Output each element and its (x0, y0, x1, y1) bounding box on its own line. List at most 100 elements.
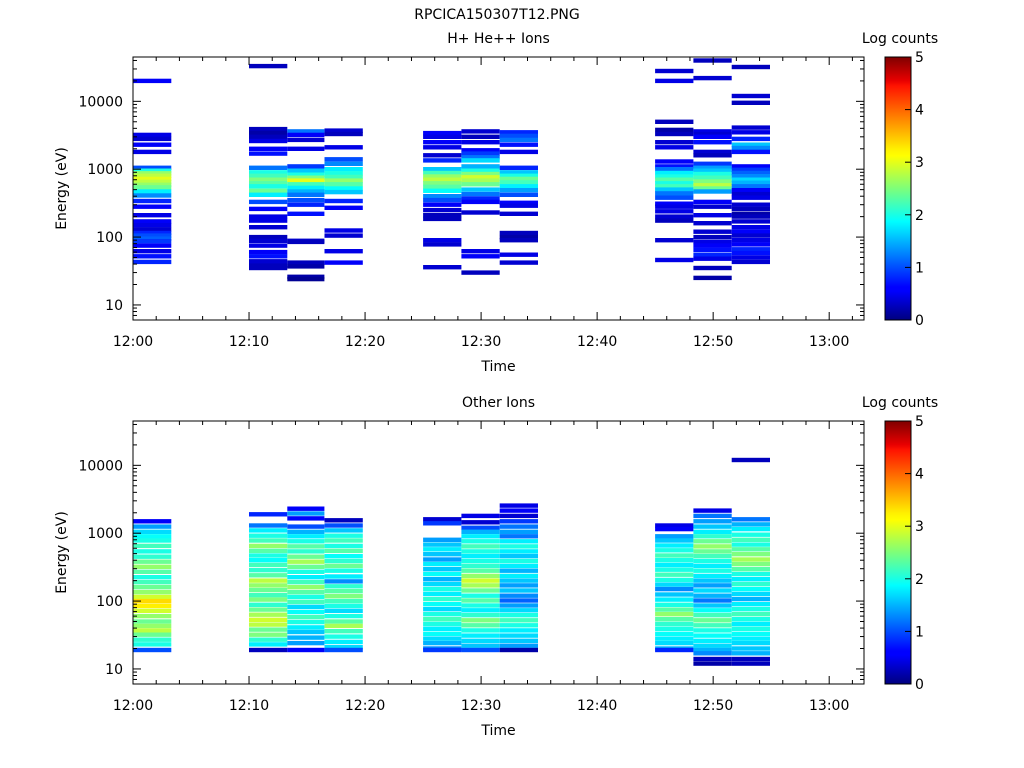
heatmap-cell (693, 651, 732, 656)
heatmap-cell (731, 247, 770, 252)
heatmap-cell (249, 558, 288, 563)
heatmap-cell (731, 259, 770, 265)
heatmap-cell (499, 211, 538, 216)
heatmap-cell (499, 234, 538, 240)
heatmap-cell (133, 182, 172, 187)
heatmap-cell (655, 636, 694, 641)
y-tick-label: 10000 (78, 458, 123, 474)
heatmap-cell (287, 604, 325, 610)
heatmap-cell (731, 211, 770, 216)
heatmap-cell (133, 189, 172, 194)
heatmap-cell (693, 161, 732, 166)
heatmap-cell (133, 233, 172, 238)
heatmap-cell (693, 58, 732, 63)
heatmap-cell (133, 165, 172, 170)
heatmap-cell (287, 534, 325, 539)
heatmap-cell (731, 142, 770, 147)
heatmap-cell (655, 159, 694, 164)
heatmap-cell (499, 176, 538, 182)
heatmap-cell (499, 508, 538, 513)
heatmap-cell (655, 548, 694, 553)
heatmap-cell (693, 199, 732, 205)
heatmap-cell (287, 168, 325, 173)
heatmap-cell (731, 537, 770, 542)
heatmap-cell (693, 628, 732, 633)
x-tick-label: 12:20 (345, 334, 385, 350)
heatmap-cell (423, 153, 462, 158)
heatmap-cell (731, 177, 770, 182)
heatmap-cell (287, 609, 325, 615)
heatmap-cell (731, 640, 770, 646)
heatmap-cell (133, 227, 172, 232)
heatmap-cell (461, 168, 500, 173)
heatmap-cell (423, 537, 462, 542)
heatmap-cell (133, 236, 172, 241)
heatmap-cell (655, 612, 694, 617)
x-tick-label: 13:00 (809, 698, 849, 714)
heatmap-cell (693, 508, 732, 513)
heatmap-cell (655, 177, 694, 182)
heatmap-cell (287, 625, 325, 630)
heatmap-cell (287, 554, 325, 559)
heatmap-cell (133, 185, 172, 190)
heatmap-cell (324, 603, 363, 609)
heatmap-cell (655, 78, 694, 84)
heatmap-cell (133, 142, 172, 147)
heatmap-cell (249, 199, 288, 205)
colorbar: Log counts 0 1 2 3 4 5 (862, 31, 938, 329)
heatmap-cell (423, 617, 462, 622)
heatmap-cell (461, 549, 500, 554)
heatmap-cell (461, 558, 500, 564)
heatmap-cell (423, 571, 462, 577)
heatmap-cell (133, 254, 172, 259)
heatmap-cell (324, 157, 363, 162)
heatmap-cell (133, 132, 172, 138)
heatmap-cell (693, 129, 732, 134)
heatmap-cell (731, 457, 770, 463)
heatmap-cell (287, 192, 325, 197)
heatmap-cell (693, 553, 732, 559)
heatmap-cell (693, 186, 732, 191)
heatmap-cell (133, 543, 172, 549)
heatmap-cell (287, 137, 325, 143)
heatmap-cell (324, 198, 363, 204)
heatmap-cell (324, 568, 363, 573)
heatmap-cell (133, 78, 172, 84)
heatmap-cell (655, 607, 694, 612)
heatmap-cell (655, 626, 694, 631)
heatmap-cell (731, 552, 770, 557)
heatmap-cell (324, 538, 363, 543)
heatmap-cell (461, 175, 500, 180)
heatmap-cell (655, 170, 694, 176)
heatmap-cell (249, 632, 288, 637)
heatmap-cell (133, 608, 172, 613)
heatmap-cell (731, 125, 770, 130)
heatmap-cell (499, 137, 538, 143)
y-tick-label: 10000 (78, 94, 123, 110)
heatmap-cell (287, 164, 325, 169)
heatmap-cell (731, 167, 770, 172)
heatmap-cells (133, 457, 770, 666)
heatmap-cell (287, 175, 325, 180)
heatmap-cell (499, 165, 538, 170)
heatmap-cell (731, 202, 770, 207)
heatmap-cell (655, 523, 694, 528)
heatmap-cell (461, 638, 500, 643)
heatmap-cell (287, 647, 325, 653)
heatmap-cell (461, 623, 500, 628)
heatmap-cell (133, 198, 172, 204)
heatmap-cell (655, 592, 694, 597)
heatmap-cell (133, 179, 172, 185)
heatmap-cell (324, 233, 363, 238)
heatmap-cell (499, 568, 538, 573)
heatmap-cell (133, 647, 172, 653)
heatmap-cell (461, 210, 500, 215)
heatmap-cell (461, 588, 500, 593)
heatmap-cell (249, 254, 288, 259)
heatmap-cell (461, 573, 500, 579)
heatmap-cell (655, 558, 694, 563)
heatmap-cell (461, 628, 500, 633)
heatmap-cell (249, 146, 288, 151)
heatmap-cell (287, 640, 325, 646)
heatmap-cell (461, 134, 500, 139)
